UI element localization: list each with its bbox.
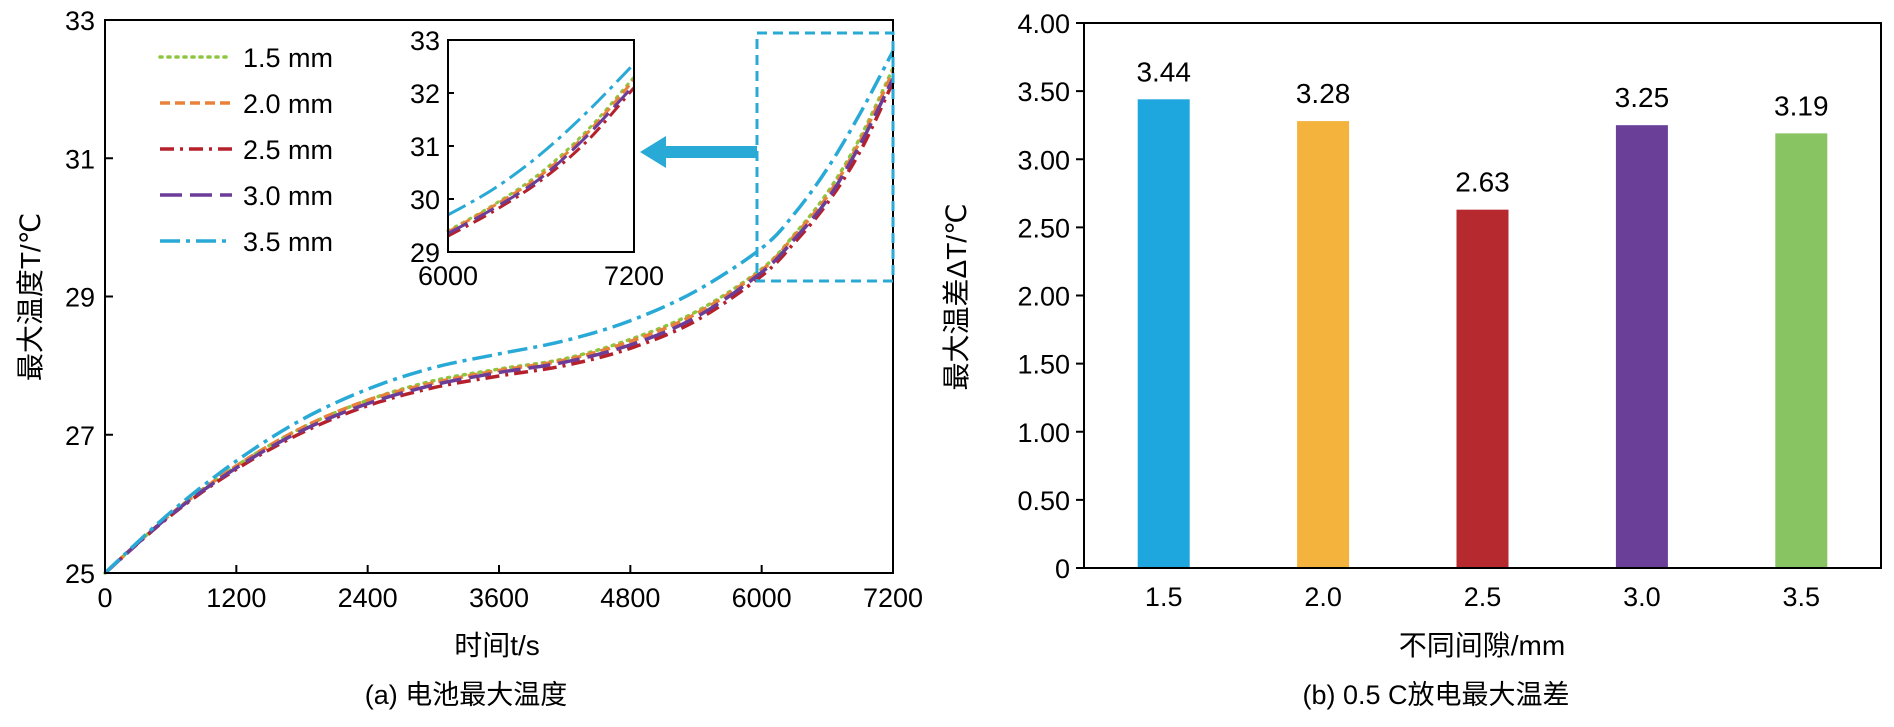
bar-value-label: 3.28: [1296, 78, 1351, 109]
x-tick-label: 6000: [732, 583, 792, 613]
legend-label: 2.0 mm: [243, 89, 333, 119]
y-tick-label: 31: [65, 144, 95, 174]
inset-y-tick-label: 30: [410, 185, 440, 215]
bar-value-label: 2.63: [1455, 167, 1510, 198]
y-tick-label: 33: [65, 6, 95, 36]
inset-series-line: [447, 78, 636, 234]
inset-x-tick-label: 7200: [604, 261, 664, 291]
y-tick-label-b: 2.00: [1017, 282, 1070, 312]
x-tick-label: 7200: [863, 583, 923, 613]
inset-series-line: [446, 75, 636, 233]
inset-series-line: [447, 62, 636, 217]
x-tick-label: 3600: [469, 583, 529, 613]
bar-value-label: 3.44: [1136, 56, 1191, 87]
y-tick-label: 27: [65, 421, 95, 451]
y-tick-label-b: 1.50: [1017, 350, 1070, 380]
x-tick-label: 4800: [600, 583, 660, 613]
line-chart-panel: 0 1200 2400 3600 4800 6000 7200 25 27 29 31 33 最大温度…: [15, 6, 923, 710]
inset-series-line: [447, 86, 636, 238]
y-tick-label-b: 0.50: [1017, 486, 1070, 516]
bar-group: 3.44 1.5 3.28 2.0 2.63 2.5 3.25 3.0 3.19 3.5: [1136, 56, 1828, 612]
zoom-arrow: [640, 136, 757, 168]
line-series-group: [103, 50, 895, 575]
x-category-label: 1.5: [1145, 582, 1183, 612]
y-tick-label-b: 2.50: [1017, 213, 1070, 243]
inset-y-tick-label: 33: [410, 26, 440, 56]
x-category-label: 3.5: [1783, 582, 1821, 612]
bar-value-label: 3.25: [1615, 82, 1670, 113]
y-tick-label-b: 0: [1055, 554, 1070, 584]
x-tick-label: 1200: [206, 583, 266, 613]
inset-y-tick-label: 32: [410, 79, 440, 109]
y-tick-label-b: 4.00: [1017, 9, 1070, 39]
bar-2.0: [1297, 121, 1350, 568]
inset-chart: 6000 7200 29 30 31 32 33: [410, 26, 664, 291]
series-line-3-5-mm: [103, 50, 895, 575]
x-tick-label: 0: [97, 583, 112, 613]
x-category-label: 2.5: [1464, 582, 1502, 612]
y-tick-label: 25: [65, 559, 95, 589]
legend-label: 3.0 mm: [243, 181, 333, 211]
caption-a: (a) 电池最大温度: [365, 680, 568, 710]
caption-b: (b) 0.5 C放电最大温差: [1302, 680, 1569, 710]
series-line-3-0-mm: [103, 78, 895, 575]
x-axis-label-b: 不同间隙/mm: [1399, 630, 1565, 661]
y-tick-label-b: 3.00: [1017, 145, 1070, 175]
inset-y-tick-label: 31: [410, 132, 440, 162]
inset-series-line: [447, 84, 636, 235]
inset-axis-ticks: 6000 7200 29 30 31 32 33: [410, 26, 664, 291]
bar-1.5: [1137, 99, 1190, 569]
x-tick-label: 2400: [338, 583, 398, 613]
inset-y-tick-label: 29: [410, 238, 440, 268]
x-category-label: 2.0: [1304, 582, 1342, 612]
legend-label: 1.5 mm: [243, 43, 333, 73]
bar-3.5: [1775, 133, 1828, 569]
legend-label: 3.5 mm: [243, 227, 333, 257]
inset-line-series-group: [446, 62, 636, 238]
y-axis-label-b: 最大温差ΔT/℃: [941, 203, 972, 390]
y-tick-label-b: 1.00: [1017, 418, 1070, 448]
y-tick-label: 29: [65, 283, 95, 313]
bar-2.5: [1456, 209, 1509, 568]
y-axis-label: 最大温度T/℃: [15, 213, 46, 381]
legend: 1.5 mm 2.0 mm 2.5 mm 3.0 mm 3.5 mm: [158, 43, 333, 257]
axis-ticks-b: 0 0.50 1.00 1.50 2.00 2.50 3.00 3.50 4.00: [1017, 9, 1084, 584]
zoom-region-box: [755, 31, 895, 283]
legend-label: 2.5 mm: [243, 135, 333, 165]
inset-x-tick-label: 6000: [418, 261, 478, 291]
bar-chart-panel: 3.44 1.5 3.28 2.0 2.63 2.5 3.25 3.0 3.19 3.5 0 0.5…: [941, 9, 1882, 710]
x-category-label: 3.0: [1623, 582, 1661, 612]
bar-value-label: 3.19: [1774, 90, 1829, 121]
axis-ticks: 0 1200 2400 3600 4800 6000 7200 25 27 29 31 33: [65, 6, 923, 613]
bar-3.0: [1615, 125, 1668, 568]
series-line-2-0-mm: [103, 71, 895, 575]
series-line-2-5-mm: [103, 81, 895, 575]
x-axis-label: 时间t/s: [454, 630, 540, 661]
y-tick-label-b: 3.50: [1017, 77, 1070, 107]
